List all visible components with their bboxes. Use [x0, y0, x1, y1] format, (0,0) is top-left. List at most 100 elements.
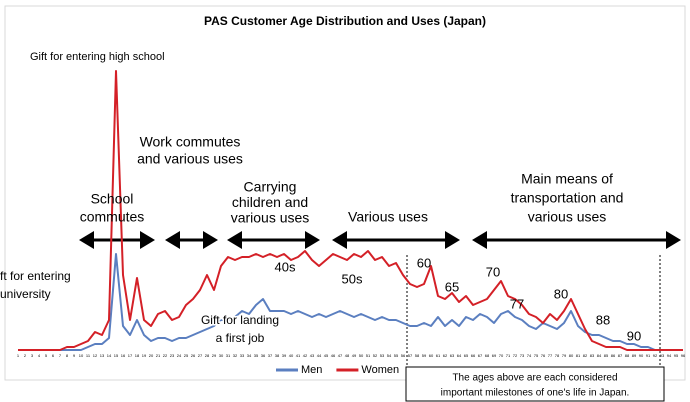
annotation: and various uses [137, 151, 243, 167]
x-tick-label: 35 [254, 353, 259, 358]
x-tick-label: 48 [345, 353, 350, 358]
x-tick-label: 75 [534, 353, 539, 358]
x-tick-label: 86 [611, 353, 616, 358]
x-tick-label: 94 [667, 353, 672, 358]
x-tick-label: 93 [660, 353, 665, 358]
x-tick-label: 41 [296, 353, 301, 358]
x-tick-label: 45 [324, 353, 329, 358]
x-tick-label: 42 [303, 353, 308, 358]
x-tick-label: 60 [429, 353, 434, 358]
x-tick-label: 63 [450, 353, 455, 358]
x-tick-label: 3 [31, 353, 34, 358]
x-tick-label: 69 [492, 353, 497, 358]
x-tick-label: 43 [310, 353, 315, 358]
x-tick-label: 8 [66, 353, 69, 358]
x-tick-label: 47 [338, 353, 343, 358]
annotation: 77 [510, 296, 524, 311]
x-tick-label: 62 [443, 353, 448, 358]
x-tick-label: 40 [289, 353, 294, 358]
x-tick-label: 7 [59, 353, 62, 358]
annotation: 65 [445, 279, 459, 294]
annotation: 60 [417, 255, 431, 270]
legend: Men Women [276, 364, 399, 376]
x-tick-label: 6 [52, 353, 55, 358]
x-tick-label: 82 [583, 353, 588, 358]
x-tick-label: 49 [352, 353, 357, 358]
legend-label: Men [301, 364, 322, 376]
x-tick-label: 36 [261, 353, 266, 358]
x-tick-label: 70 [499, 353, 504, 358]
x-tick-label: 46 [331, 353, 336, 358]
x-tick-label: 25 [184, 353, 189, 358]
x-tick-label: 22 [163, 353, 168, 358]
x-tick-label: 95 [674, 353, 679, 358]
x-tick-label: 73 [520, 353, 525, 358]
x-tick-label: 33 [240, 353, 245, 358]
x-tick-label: 89 [632, 353, 637, 358]
x-tick-label: 88 [625, 353, 630, 358]
x-tick-label: 12 [93, 353, 98, 358]
x-tick-label: 52 [373, 353, 378, 358]
x-tick-label: 34 [247, 353, 252, 358]
x-tick-label: 27 [198, 353, 203, 358]
x-tick-label: 74 [527, 353, 532, 358]
x-tick-label: 72 [513, 353, 518, 358]
x-tick-label: 66 [471, 353, 476, 358]
x-tick-label: 76 [541, 353, 546, 358]
x-tick-label: 96 [681, 353, 686, 358]
x-tick-label: 15 [114, 353, 119, 358]
annotation: Gift for landing [201, 313, 279, 327]
annotation: important milestones of one's life in Ja… [441, 388, 630, 399]
x-tick-label: 1 [17, 353, 20, 358]
x-tick-label: 2 [24, 353, 27, 358]
x-tick-label: 9 [73, 353, 76, 358]
x-tick-label: 5 [45, 353, 48, 358]
x-tick-label: 20 [149, 353, 154, 358]
x-tick-label: 23 [170, 353, 175, 358]
chart-frame [4, 5, 686, 381]
x-tick-label: 84 [597, 353, 602, 358]
chart-title: PAS Customer Age Distribution and Uses (… [204, 14, 486, 28]
x-tick-label: 71 [506, 353, 511, 358]
annotation: transportation and [511, 190, 624, 206]
x-tick-label: 85 [604, 353, 609, 358]
annotation: various uses [528, 209, 607, 225]
x-tick-label: 80 [569, 353, 574, 358]
x-tick-label: 14 [107, 353, 112, 358]
x-tick-label: 21 [156, 353, 161, 358]
annotation: Carrying [244, 179, 297, 195]
note-box [405, 366, 665, 402]
x-tick-label: 11 [86, 353, 91, 358]
x-tick-label: 30 [219, 353, 224, 358]
x-tick-label: 28 [205, 353, 210, 358]
annotation: university [0, 287, 51, 301]
annotation: various uses [231, 210, 310, 226]
annotation: 50s [342, 271, 363, 286]
annotation: 40s [275, 259, 296, 274]
x-tick-label: 29 [212, 353, 217, 358]
x-tick-label: 38 [275, 353, 280, 358]
line-series [18, 253, 683, 351]
annotation: commutes [80, 209, 145, 225]
x-tick-label: 58 [415, 353, 420, 358]
x-tick-label: 13 [100, 353, 105, 358]
annotation: Main means of [521, 171, 613, 187]
x-tick-label: 18 [135, 353, 140, 358]
x-tick-label: 90 [639, 353, 644, 358]
x-tick-label: 50 [359, 353, 364, 358]
x-tick-label: 56 [401, 353, 406, 358]
x-tick-label: 91 [646, 353, 651, 358]
x-tick-label: 44 [317, 353, 322, 358]
x-tick-label: 32 [233, 353, 238, 358]
x-tick-label: 55 [394, 353, 399, 358]
x-tick-label: 77 [548, 353, 553, 358]
x-tick-label: 53 [380, 353, 385, 358]
x-tick-label: 51 [366, 353, 371, 358]
x-tick-label: 37 [268, 353, 273, 358]
x-tick-label: 68 [485, 353, 490, 358]
x-tick-label: 64 [457, 353, 462, 358]
x-tick-label: 17 [128, 353, 133, 358]
x-tick-label: 59 [422, 353, 427, 358]
annotation: children and [232, 194, 308, 210]
